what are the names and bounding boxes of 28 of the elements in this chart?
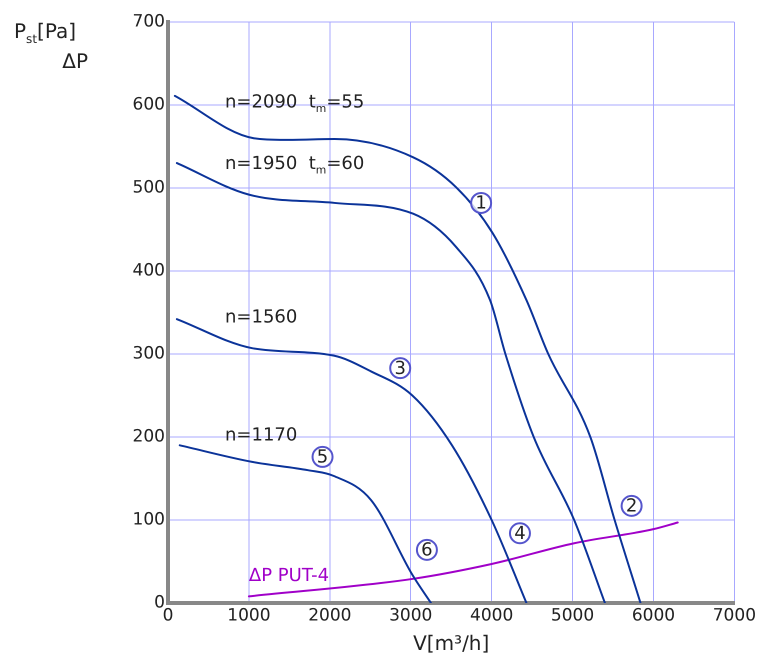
x-tick-label: 7000 — [712, 606, 756, 626]
x-tick-label: 5000 — [550, 606, 594, 626]
y-tick-label: 700 — [132, 11, 165, 32]
annotation: 1 — [475, 192, 487, 214]
x-tick-label: 1000 — [227, 606, 271, 626]
annotation: 2 — [626, 496, 638, 517]
y-tick-label: 200 — [132, 426, 165, 446]
series-label: n=1170 — [225, 424, 298, 446]
series-label: n=1560 — [225, 306, 298, 328]
y-tick-label: 100 — [132, 509, 165, 530]
line-series — [178, 444, 432, 603]
x-tick-label: 3000 — [389, 606, 432, 626]
line-series — [174, 94, 642, 603]
annotation: 6 — [421, 540, 433, 561]
annotation: 4 — [514, 522, 526, 544]
y-tick-label: 400 — [132, 260, 165, 280]
annotation: 3 — [394, 358, 406, 379]
x-tick-label: 6000 — [632, 606, 676, 626]
x-axis-title: V[m³/h] — [413, 631, 490, 656]
line-series — [248, 521, 679, 598]
y-tick-label: 300 — [132, 343, 165, 364]
series-label: ΔP PUT-4 — [248, 565, 330, 586]
y-tick-label: 600 — [132, 94, 165, 114]
y-tick-label: 0 — [154, 592, 165, 612]
y-tick-label: 500 — [132, 177, 165, 198]
x-tick-label: 4000 — [470, 606, 514, 626]
x-tick-label: 2000 — [308, 606, 352, 626]
annotation: 5 — [316, 446, 328, 468]
